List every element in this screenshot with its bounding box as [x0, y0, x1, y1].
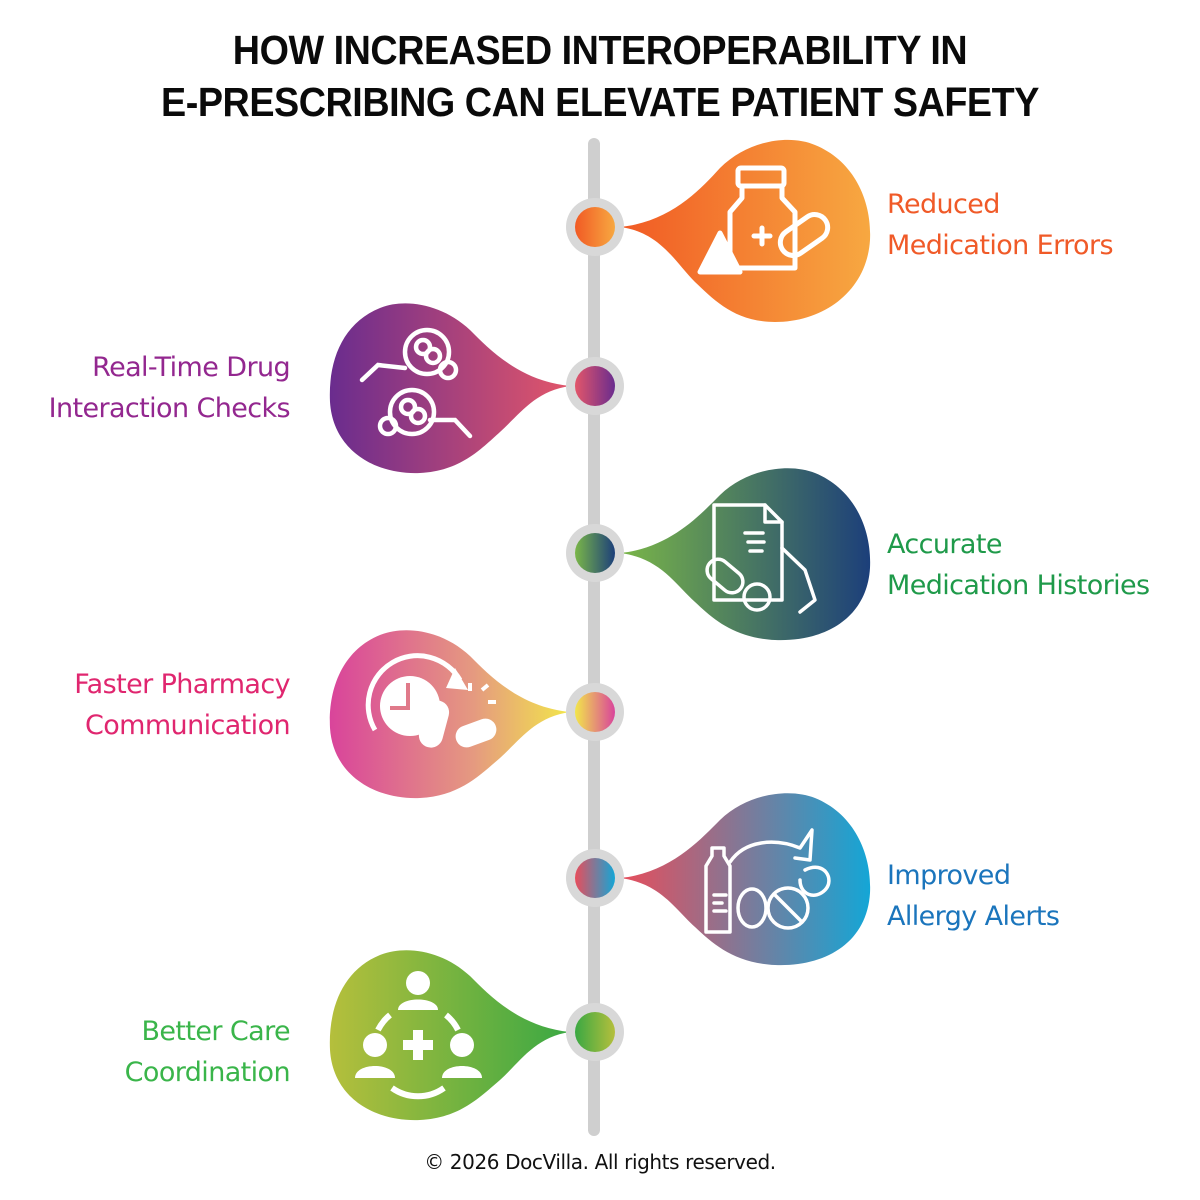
- item-label-accurate-medication-histories: Accurate Medication Histories: [887, 524, 1150, 606]
- timeline-node: [575, 858, 615, 898]
- timeline-item-reduced-medication-errors: [566, 139, 871, 322]
- title-line-2: E-PRESCRIBING CAN ELEVATE PATIENT SAFETY: [161, 79, 1039, 125]
- drop-shape: [329, 630, 570, 799]
- timeline-item-real-time-drug-interaction-checks: [329, 303, 624, 474]
- timeline-node: [575, 1012, 615, 1052]
- timeline-node: [575, 207, 615, 247]
- label-line-1: Better Care: [141, 1016, 290, 1047]
- timeline-node: [575, 692, 615, 732]
- copyright-footer: © 2026 DocVilla. All rights reserved.: [424, 1150, 776, 1174]
- timeline-item-accurate-medication-histories: [566, 468, 871, 641]
- item-label-real-time-drug-interaction-checks: Real-Time Drug Interaction Checks: [48, 347, 291, 429]
- timeline-item-better-care-coordination: [329, 950, 624, 1121]
- item-label-reduced-medication-errors: Reduced Medication Errors: [887, 184, 1114, 266]
- drop-shape: [620, 468, 871, 641]
- label-line-1: Improved: [887, 860, 1011, 891]
- drug-interaction-magnifier-icon: [359, 327, 473, 439]
- allergy-foods-icon: [704, 828, 831, 934]
- drop-shape: [620, 139, 871, 322]
- item-label-improved-allergy-alerts: Improved Allergy Alerts: [887, 855, 1060, 937]
- timeline-item-faster-pharmacy-communication: [329, 630, 624, 799]
- care-team-icon: [355, 971, 482, 1100]
- page-title: HOW INCREASED INTEROPERABILITY IN E-PRES…: [48, 24, 1152, 128]
- title-line-1: HOW INCREASED INTEROPERABILITY IN: [232, 27, 968, 73]
- drop-shape: [329, 303, 570, 474]
- prescription-hand-icon: [705, 503, 817, 614]
- label-line-1: Accurate: [887, 529, 1002, 560]
- drop-shape: [620, 793, 871, 966]
- label-line-1: Faster Pharmacy: [74, 669, 290, 700]
- label-line-2: Allergy Alerts: [887, 901, 1060, 932]
- timeline-item-improved-allergy-alerts: [566, 793, 871, 966]
- label-line-2: Interaction Checks: [48, 393, 291, 424]
- item-label-better-care-coordination: Better Care Coordination: [124, 1011, 291, 1093]
- timeline-node: [575, 533, 615, 573]
- label-line-2: Coordination: [124, 1057, 291, 1088]
- clock-pills-icon: [365, 653, 497, 748]
- label-line-2: Medication Histories: [887, 570, 1150, 601]
- medicine-bottle-warning-icon: [697, 165, 831, 275]
- drop-shape: [329, 950, 570, 1121]
- label-line-2: Medication Errors: [887, 230, 1114, 261]
- label-line-2: Communication: [84, 710, 291, 741]
- label-line-1: Reduced: [887, 189, 1000, 220]
- item-label-faster-pharmacy-communication: Faster Pharmacy Communication: [74, 664, 290, 746]
- label-line-1: Real-Time Drug: [92, 352, 290, 383]
- timeline-node: [575, 366, 615, 406]
